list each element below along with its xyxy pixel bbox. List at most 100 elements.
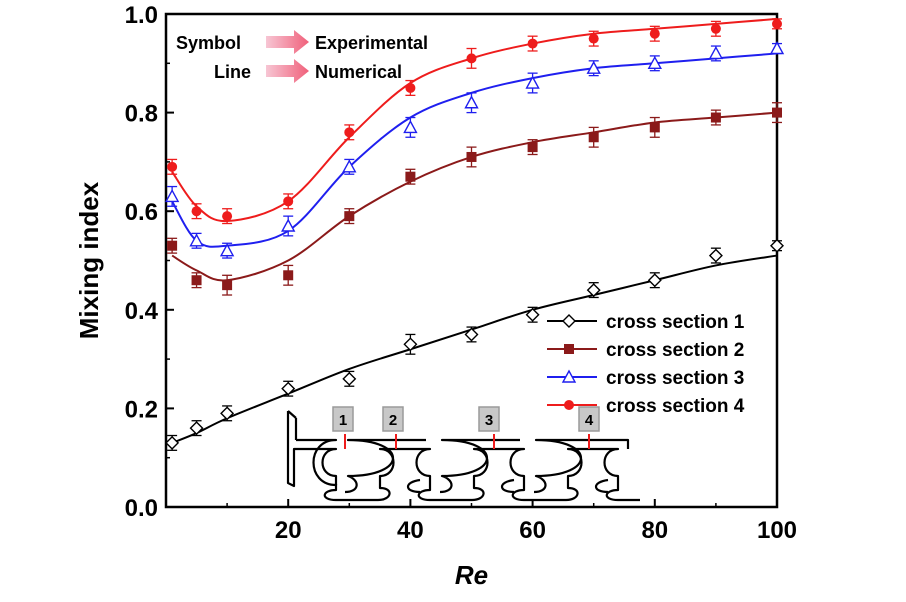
data-point: [344, 127, 355, 138]
legend-item-3: cross section 3: [547, 368, 744, 389]
data-point: [647, 273, 662, 288]
data-point: [222, 280, 233, 291]
data-point: [466, 151, 477, 162]
y-tick-label: 0.8: [125, 101, 158, 128]
legend-label: cross section 1: [606, 312, 745, 333]
section-marker-2-label: 2: [389, 412, 397, 429]
data-point: [527, 142, 538, 153]
data-point: [586, 60, 601, 74]
data-point: [466, 53, 477, 64]
x-tick-label: 100: [757, 517, 797, 544]
series-2-numerical-line: [171, 111, 778, 282]
x-tick-label: 60: [519, 517, 546, 544]
section-marker-3-label: 3: [485, 412, 493, 429]
series-1: [165, 238, 784, 451]
legend: cross section 1 cross section 2 cross sect…: [547, 312, 745, 417]
data-point: [649, 122, 660, 133]
channel-outline-outer: [286, 411, 640, 502]
x-tick-label: 20: [275, 517, 302, 544]
data-point: [710, 112, 721, 123]
data-point: [167, 161, 178, 172]
data-point: [525, 307, 540, 322]
channel-outline-inner: [296, 438, 630, 494]
data-point: [191, 275, 202, 286]
annotation-symbol-label: Symbol: [176, 33, 241, 53]
legend-label: cross section 2: [606, 340, 744, 361]
data-point: [281, 381, 296, 396]
data-point: [165, 435, 180, 450]
annotation-arrow-2: [266, 59, 309, 83]
data-point: [586, 283, 601, 298]
data-point: [222, 211, 233, 222]
y-tick-label: 0.6: [125, 199, 158, 226]
data-point: [527, 38, 538, 49]
series-3: [164, 41, 785, 259]
data-point: [708, 45, 724, 60]
data-point: [283, 270, 294, 281]
data-point: [588, 132, 599, 143]
data-point: [405, 82, 416, 93]
annotation-line-label: Line: [214, 62, 251, 82]
legend-item-2: cross section 2: [547, 340, 744, 361]
data-point: [167, 240, 178, 251]
section-marker-1-label: 1: [339, 412, 347, 429]
annotation-arrow-1: [266, 30, 309, 54]
series-4: [167, 17, 782, 225]
data-point: [164, 188, 180, 203]
legend-item-1: cross section 1: [547, 312, 745, 333]
data-point: [525, 75, 540, 89]
data-point: [649, 28, 660, 39]
section-marker-2: 2: [382, 406, 404, 449]
y-tick-label: 0.2: [125, 396, 158, 423]
data-point: [283, 196, 294, 207]
series-2: [167, 102, 782, 296]
legend-marker: [564, 400, 574, 410]
data-point: [708, 248, 723, 263]
x-tick-label: 80: [641, 517, 668, 544]
data-point: [403, 119, 418, 134]
data-point: [403, 337, 418, 352]
data-point: [342, 371, 357, 386]
series-layer: [164, 17, 785, 451]
data-point: [344, 211, 355, 222]
data-point: [772, 107, 782, 118]
legend-item-4: cross section 4: [547, 396, 745, 417]
micromixer-schematic: 1 2 3 4: [286, 406, 640, 502]
inlet-cap: [287, 410, 297, 419]
series-3-numerical-line: [171, 52, 778, 248]
x-tick-label: 40: [397, 517, 424, 544]
section-marker-1: 1: [332, 406, 354, 449]
legend-label: cross section 3: [606, 368, 744, 389]
data-point: [219, 243, 235, 257]
data-point: [189, 421, 204, 436]
legend-marker: [564, 344, 574, 354]
data-point: [588, 33, 599, 44]
data-point: [405, 171, 416, 182]
data-point: [342, 159, 357, 173]
section-marker-4: 4: [578, 406, 600, 449]
plot-frame: [164, 12, 779, 509]
annotation-experimental-label: Experimental: [315, 33, 428, 53]
data-point: [464, 327, 479, 342]
data-point: [281, 218, 296, 232]
legend-marker: [562, 314, 576, 328]
section-marker-4-label: 4: [585, 412, 594, 429]
legend-marker: [561, 369, 577, 383]
x-axis-label: Re: [455, 560, 488, 590]
y-axis-label: Mixing index: [74, 181, 104, 339]
data-point: [220, 406, 235, 421]
legend-label: cross section 4: [606, 396, 745, 417]
y-tick-label: 0.0: [125, 495, 158, 522]
axes: 20 40 60 80 100 0.0 0.2 0.4 0.6 0.8 1.0 Re Mixing in…: [74, 2, 797, 590]
annotation-key: Symbol Experimental Line Numerical: [176, 30, 428, 83]
data-point: [647, 55, 662, 70]
section-marker-3: 3: [478, 406, 500, 449]
y-tick-label: 1.0: [125, 2, 158, 29]
y-tick-label: 0.4: [125, 298, 159, 325]
data-point: [189, 233, 204, 247]
data-point: [464, 95, 479, 109]
annotation-numerical-label: Numerical: [315, 62, 402, 82]
data-point: [770, 238, 784, 253]
